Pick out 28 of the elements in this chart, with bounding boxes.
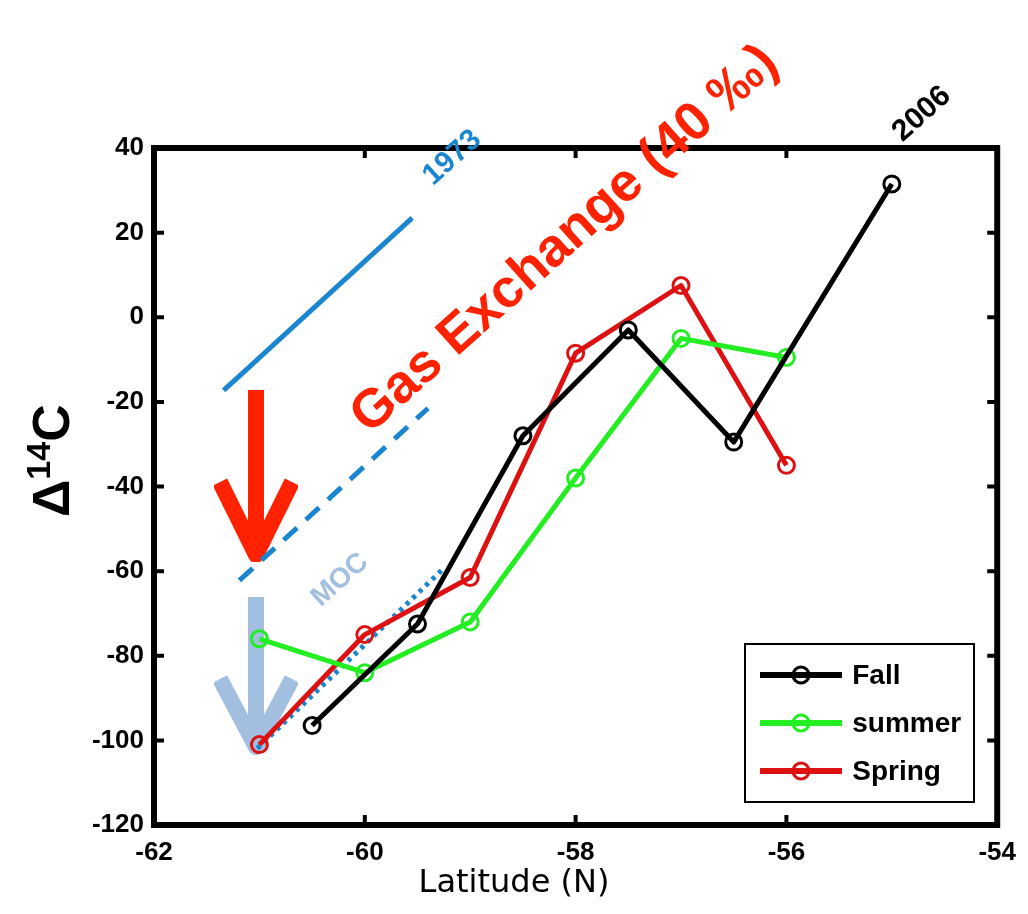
y-tick-label: -20 [106, 385, 144, 416]
y-tick-label: -40 [106, 469, 144, 500]
point [671, 276, 691, 296]
point [355, 625, 375, 645]
y-tick-label: 20 [115, 215, 144, 246]
y-tick-label: 40 [115, 131, 144, 162]
x-tick-label: -60 [346, 835, 384, 866]
y-tick-label: -100 [91, 723, 144, 754]
y-tick-label: -80 [106, 638, 144, 669]
x-tick-label: -56 [767, 835, 806, 866]
x-tick-label: -54 [978, 835, 1017, 866]
point [882, 174, 902, 194]
point [249, 629, 269, 649]
point [776, 455, 796, 475]
point [671, 328, 691, 348]
legend-label: Fall [852, 659, 901, 691]
point [249, 735, 269, 755]
point [513, 426, 533, 446]
y-tick-label: 0 [129, 300, 144, 331]
point [566, 468, 586, 488]
point [460, 567, 480, 587]
legend-label: Spring [852, 755, 941, 787]
point [302, 716, 322, 736]
point [724, 432, 744, 452]
point [408, 614, 427, 634]
legend-label: summer [852, 707, 962, 739]
y-tick-label: -60 [106, 554, 144, 585]
point [460, 612, 480, 632]
